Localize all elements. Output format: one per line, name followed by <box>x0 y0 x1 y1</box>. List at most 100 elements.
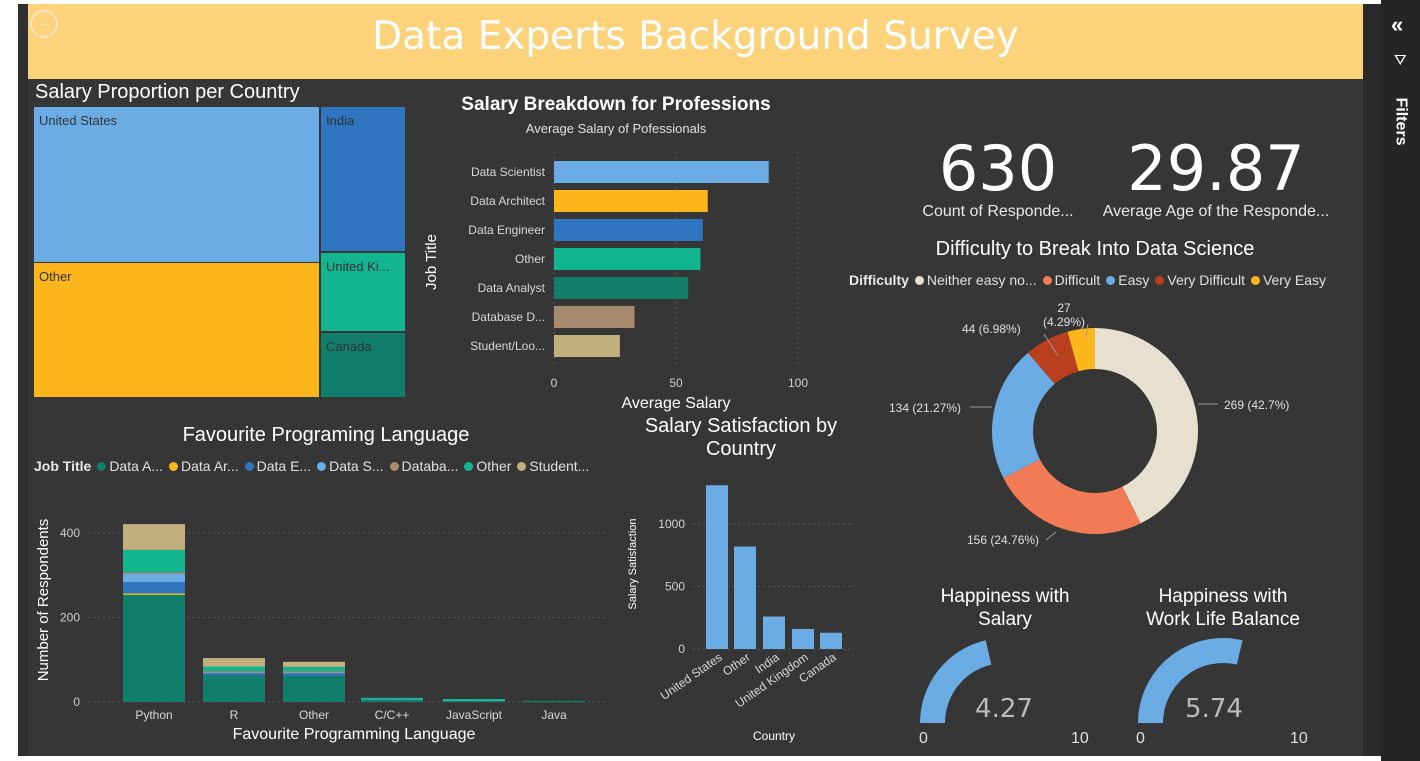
legend-title: Job Title <box>34 458 92 474</box>
gauge-fill-arc <box>920 640 992 723</box>
legend-dot <box>97 462 107 471</box>
stack-segment <box>283 671 345 673</box>
stack-segment <box>203 671 265 673</box>
legend-item[interactable]: Very Difficult <box>1155 272 1245 288</box>
hbar-tick-label: 0 <box>551 376 558 390</box>
hbar-category-label: Student/Loo... <box>470 339 545 353</box>
treemap-label: United States <box>39 113 118 128</box>
col-bar <box>820 632 842 649</box>
legend-label: Easy <box>1118 272 1150 288</box>
legend-item[interactable]: Easy <box>1106 272 1149 288</box>
stack-segment <box>123 593 185 595</box>
donut-slice <box>1003 459 1141 534</box>
hbar-category-label: Data Architect <box>470 194 545 208</box>
legend-label: Very Difficult <box>1167 272 1245 288</box>
gauge-salary-title-line1: Happiness with <box>940 586 1070 607</box>
col-bar <box>734 546 756 649</box>
legend-dot <box>517 462 527 471</box>
satisfaction-title-line1: Salary Satisfaction by <box>644 415 838 437</box>
stack-segment <box>283 661 345 667</box>
treemap-label: Canada <box>326 339 372 354</box>
stack-segment <box>361 698 423 702</box>
legend-label: Difficult <box>1054 272 1101 288</box>
stack-segment <box>283 675 345 702</box>
treemap-cell-canada[interactable]: Canada <box>321 333 405 397</box>
gauge-balance-min: 0 <box>1136 730 1145 747</box>
salary-breakdown-subtitle: Average Salary of Pofessionals <box>525 121 707 136</box>
legend-item[interactable]: Very Easy <box>1250 272 1326 288</box>
legend-item[interactable]: Data S... <box>317 458 384 474</box>
favourite-language-title: Favourite Programing Language <box>182 424 470 446</box>
hbar-bar <box>554 219 703 241</box>
col-tick-label: 0 <box>678 642 685 656</box>
favourite-language-chart: 0 200 400 Python R Other C/C++ JavaScript Java Fa… <box>35 519 608 743</box>
legend-item[interactable]: Data Ar... <box>169 458 239 474</box>
legend-dot <box>169 462 179 471</box>
treemap-cell-united-kingdom[interactable]: United Ki... <box>321 253 405 331</box>
legend-label: Student... <box>529 458 590 474</box>
hbar-bar <box>554 190 708 212</box>
donut-data-label: 269 (42.7%) <box>1224 398 1289 412</box>
stack-segment <box>283 673 345 676</box>
salary-breakdown-title: Salary Breakdown for Professions <box>461 94 771 115</box>
legend-item[interactable]: Data E... <box>244 458 311 474</box>
kpi-count-value: 630 <box>938 132 1058 205</box>
legend-item[interactable]: Data A... <box>97 458 163 474</box>
report-canvas: Data Experts Background Survey ← Salary … <box>28 4 1363 756</box>
legend-label: Databa... <box>401 458 459 474</box>
hbar-bar <box>554 248 701 270</box>
legend-dot <box>914 276 924 285</box>
gauge-salary-max: 10 <box>1071 730 1089 747</box>
stack-x-axis-title: Favourite Programming Language <box>233 726 476 743</box>
legend-item[interactable]: Student... <box>517 458 589 474</box>
arrow-left-icon: ← <box>37 14 53 31</box>
legend-item[interactable]: Neither easy no... <box>914 272 1037 288</box>
difficulty-donut-chart: 269 (42.7%) 156 (24.76%) 134 (21.27%) 44 (6… <box>889 301 1289 547</box>
stack-category-label: JavaScript <box>446 708 503 722</box>
difficulty-title: Difficulty to Break Into Data Science <box>935 238 1255 260</box>
stack-category-label: R <box>230 708 239 722</box>
col-x-axis-title: Country <box>753 729 795 743</box>
hbar-y-axis-title: Job Title <box>423 234 440 290</box>
hbar-category-label: Database D... <box>472 310 545 324</box>
legend-item[interactable]: Other <box>464 458 511 474</box>
treemap-cell-india[interactable]: India <box>321 107 405 251</box>
stack-tick-label: 200 <box>60 611 80 625</box>
legend-item[interactable]: Databa... <box>389 458 459 474</box>
donut-data-label: 134 (21.27%) <box>889 401 961 415</box>
stack-segment <box>123 582 185 594</box>
col-bar <box>763 616 785 649</box>
treemap-cell-other[interactable]: Other <box>34 263 319 397</box>
hbar-bar <box>554 277 689 299</box>
donut-slice <box>992 352 1055 478</box>
legend-item[interactable]: Difficult <box>1042 272 1101 288</box>
legend-label: Data S... <box>329 458 384 474</box>
filters-label[interactable]: Filters <box>1392 97 1410 146</box>
gauge-salary-title-line2: Salary <box>978 609 1032 630</box>
stack-segment <box>123 549 185 573</box>
hbar-category-label: Other <box>515 252 545 266</box>
donut-data-label: 156 (24.76%) <box>967 533 1039 547</box>
legend-dot <box>317 462 327 471</box>
filters-pane[interactable]: « ⛛ Filters <box>1381 0 1420 761</box>
legend-dot <box>1250 276 1260 285</box>
stack-category-label: Java <box>541 708 567 722</box>
legend-dot <box>1042 276 1052 285</box>
treemap-label: Other <box>39 269 72 284</box>
legend-dot <box>244 462 254 471</box>
gauge-balance-title-line2: Work Life Balance <box>1146 609 1300 630</box>
treemap-cell-united-states[interactable]: United States <box>34 107 319 262</box>
stack-segment <box>203 666 265 672</box>
report-right-border <box>1363 4 1381 756</box>
filter-funnel-icon: ⛛ <box>1394 52 1407 69</box>
gauge-salary-value: 4.27 <box>975 694 1033 724</box>
hbar-bar <box>554 161 769 183</box>
collapse-chevron-icon[interactable]: « <box>1391 12 1404 37</box>
treemap-title: Salary Proportion per Country <box>35 81 300 103</box>
stack-y-axis-title: Number of Respondents <box>35 519 52 682</box>
stack-segment <box>123 594 185 702</box>
favourite-language-legend: Job Title Data A... Data Ar... Data E... Dat… <box>34 458 595 474</box>
stack-segment <box>443 699 505 701</box>
back-button[interactable]: ← <box>30 10 58 38</box>
donut-data-label: 44 (6.98%) <box>962 322 1021 336</box>
